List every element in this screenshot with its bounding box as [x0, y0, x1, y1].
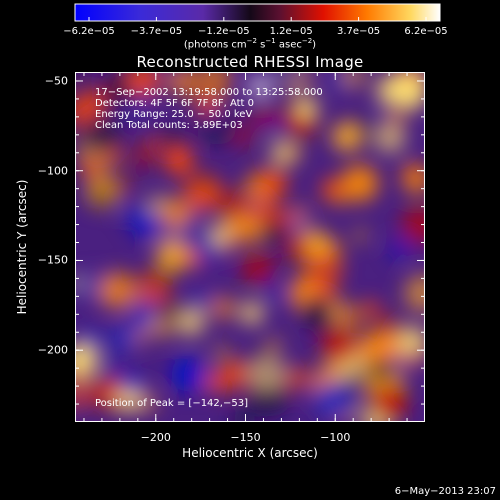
colorbar-tick-label: −3.7e−05	[130, 26, 183, 37]
heatmap-plot-area: 17−Sep−2002 13:19:58.000 to 13:25:58.000…	[75, 72, 425, 422]
colorbar-tick-marks	[88, 17, 427, 21]
y-tick-label: −100	[37, 164, 68, 178]
colorbar-tick-label: 6.2e−05	[404, 26, 448, 37]
annotation-energy-range: Energy Range: 25.0 − 50.0 keV	[95, 109, 253, 120]
annotation-time-range: 17−Sep−2002 13:19:58.000 to 13:25:58.000	[95, 87, 323, 98]
chart-title: Reconstructed RHESSI Image	[136, 53, 364, 71]
colorbar-tick-label: 1.2e−05	[269, 26, 313, 37]
x-tick-label: −150	[230, 431, 261, 444]
x-axis-label: Heliocentric X (arcsec)	[182, 446, 318, 460]
peak-marker	[250, 77, 269, 96]
annotation-total-counts: Clean Total counts: 3.89E+03	[95, 120, 243, 131]
x-tick-label: −200	[140, 431, 171, 444]
y-axis-label: Heliocentric Y (arcsec)	[15, 179, 29, 315]
annotation-detectors: Detectors: 4F 5F 6F 7F 8F, Att 0	[95, 98, 255, 109]
colorbar-units: (photons cm−2 s−1 asec−2)	[183, 37, 317, 51]
y-tick-label: −200	[37, 343, 68, 357]
y-tick-label: −150	[37, 253, 68, 267]
colorbar-tick-label: −1.2e−05	[198, 26, 250, 37]
plot-frame-border	[75, 72, 425, 422]
colorbar-gradient	[74, 3, 441, 22]
render-timestamp: 6−May−2013 23:07	[394, 486, 496, 497]
colorbar-tick-label: 3.7e−05	[337, 26, 381, 37]
x-tick-label: −100	[320, 431, 351, 444]
colorbar	[74, 3, 441, 22]
y-tick-label: −50	[44, 74, 68, 88]
colorbar-tick-label: −6.2e−05	[63, 26, 115, 37]
heatmap-svg	[75, 72, 425, 422]
annotation-peak-position: Position of Peak = [−142,−53]	[95, 398, 248, 409]
